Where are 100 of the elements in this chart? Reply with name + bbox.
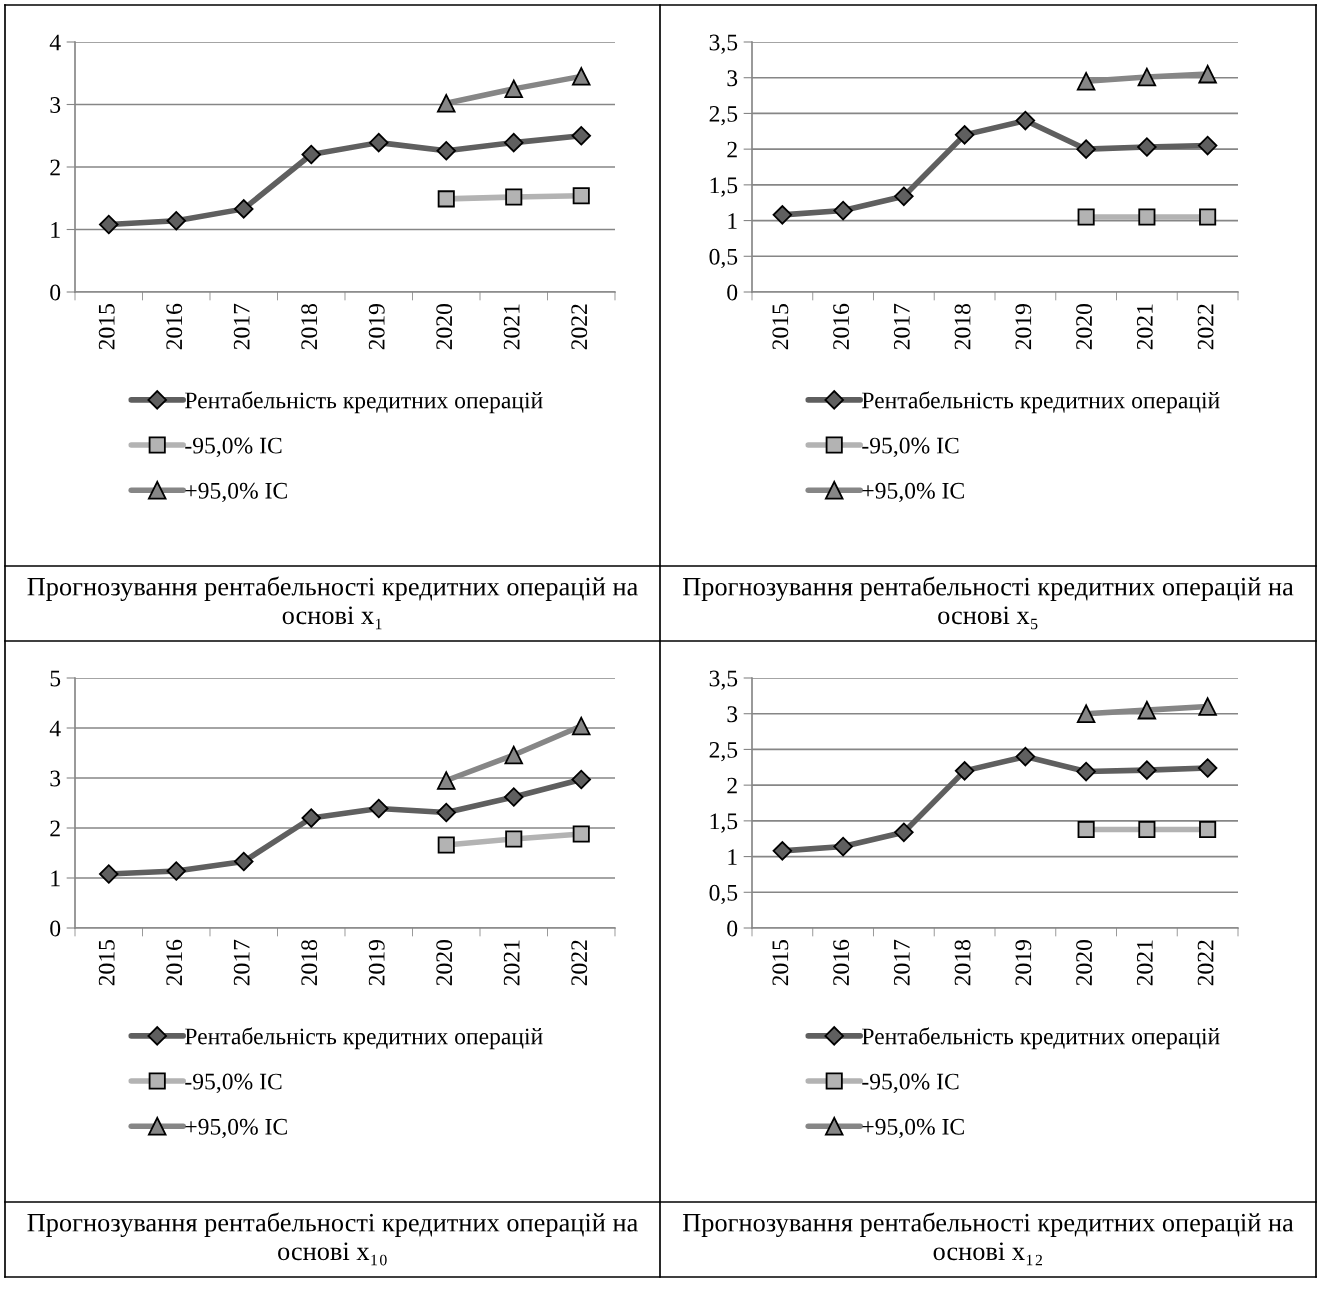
x-tick-label: 2020	[436, 304, 453, 350]
x-tick-label: 2016	[833, 939, 850, 986]
point	[1077, 820, 1095, 838]
y-tick-label: 3	[50, 770, 61, 787]
legend-label: +95,0% ІС	[185, 482, 287, 503]
point	[772, 841, 793, 861]
x-tick-label: 2018	[954, 940, 971, 986]
point	[894, 186, 914, 207]
point	[1197, 758, 1218, 778]
y-tick-label: 1	[728, 213, 737, 229]
x-tick-label: 2022	[1197, 940, 1214, 986]
point	[1137, 760, 1157, 780]
point	[301, 808, 321, 828]
legend-label: +95,0% ІС	[862, 482, 964, 503]
y-tick-label: 1	[51, 870, 60, 887]
point	[437, 94, 456, 113]
x-tick-label: 2016	[833, 303, 850, 350]
point	[1199, 208, 1217, 226]
point	[436, 141, 456, 161]
y-tick-label: 0	[50, 284, 61, 301]
y-tick-label: 0	[727, 920, 738, 937]
point	[234, 851, 254, 872]
legend-label: Рентабельність кредитних операцій	[185, 1027, 543, 1050]
point	[833, 836, 853, 857]
x-tick-label: 2022	[571, 940, 588, 986]
point	[1138, 208, 1156, 226]
point	[1076, 72, 1096, 91]
x-tick-label: 2017	[233, 303, 250, 350]
y-tick-label: 3	[727, 706, 738, 723]
point	[504, 79, 523, 99]
x-tick-label: 2019	[368, 940, 385, 986]
point	[572, 716, 591, 736]
point	[369, 132, 389, 153]
x-tick-label: 2015	[98, 940, 115, 986]
point	[571, 126, 591, 146]
point	[1076, 704, 1096, 723]
y-tick-label: 5	[50, 670, 61, 687]
x-tick-label: 2018	[954, 304, 971, 350]
legend-label: Рентабельність кредитних операцій	[185, 391, 543, 414]
point	[99, 864, 119, 884]
legend-label: Рентабельність кредитних операцій	[862, 391, 1220, 414]
y-tick-label: 3	[50, 97, 61, 113]
y-tick-label: 0	[727, 284, 738, 301]
point	[1015, 746, 1036, 767]
text: Прогнозування рентабельності кредитних операцій на основі x₁₀	[27, 1212, 638, 1266]
text: Прогнозування рентабельності кредитних операцій на основі x₅	[682, 576, 1294, 630]
point	[833, 200, 853, 221]
x-tick-label: 2015	[98, 304, 115, 350]
point	[301, 144, 321, 165]
point	[772, 205, 793, 225]
x-tick-label: 2021	[1136, 304, 1153, 350]
point	[1199, 820, 1217, 838]
x-tick-label: 2021	[1136, 940, 1153, 986]
point	[954, 125, 975, 145]
point	[571, 769, 591, 790]
y-tick-label: 1,5	[710, 813, 738, 833]
y-tick-label: 3	[727, 70, 738, 87]
point	[1198, 697, 1217, 716]
point	[437, 836, 455, 854]
x-tick-label: 2018	[301, 304, 318, 350]
point	[1077, 208, 1095, 226]
x-tick-label: 2016	[166, 303, 183, 350]
x-tick-label: 2021	[503, 304, 520, 350]
y-tick-label: 4	[49, 34, 61, 51]
point	[1137, 137, 1157, 157]
point	[166, 211, 186, 231]
text: Прогнозування рентабельності кредитних операцій на основі x₁	[27, 576, 638, 630]
point	[1137, 700, 1157, 720]
point	[954, 761, 975, 781]
x-tick-label: 2017	[893, 303, 910, 350]
point	[572, 825, 590, 843]
point	[437, 190, 455, 208]
y-tick-label: 0,5	[709, 248, 738, 269]
point	[436, 802, 456, 823]
legend-label: -95,0% ІС	[862, 1073, 959, 1093]
x-tick-label: 2020	[1076, 304, 1093, 350]
x-tick-label: 2017	[893, 939, 910, 986]
x-tick-label: 2018	[301, 940, 318, 986]
y-tick-label: 3,5	[709, 34, 738, 54]
point	[1076, 761, 1096, 782]
x-tick-label: 2022	[571, 304, 588, 350]
x-tick-label: 2015	[772, 940, 789, 986]
point	[504, 787, 524, 807]
point	[1015, 110, 1036, 131]
y-tick-label: 2,5	[709, 105, 738, 126]
y-tick-label: 1	[51, 222, 60, 238]
y-tick-label: 1,5	[710, 177, 738, 197]
point	[504, 745, 523, 765]
point	[504, 132, 524, 153]
legend-label: +95,0% ІС	[862, 1118, 964, 1139]
y-tick-label: 0,5	[709, 884, 738, 905]
point	[894, 822, 914, 843]
y-tick-label: 0	[50, 920, 61, 937]
legend-label: -95,0% ІС	[185, 437, 282, 457]
x-tick-label: 2019	[1015, 304, 1032, 350]
point	[1137, 67, 1157, 87]
text: Прогнозування рентабельності кредитних операцій на основі x₁₂	[682, 1212, 1294, 1266]
point	[572, 67, 591, 86]
point	[505, 830, 523, 848]
x-tick-label: 2022	[1197, 304, 1214, 350]
